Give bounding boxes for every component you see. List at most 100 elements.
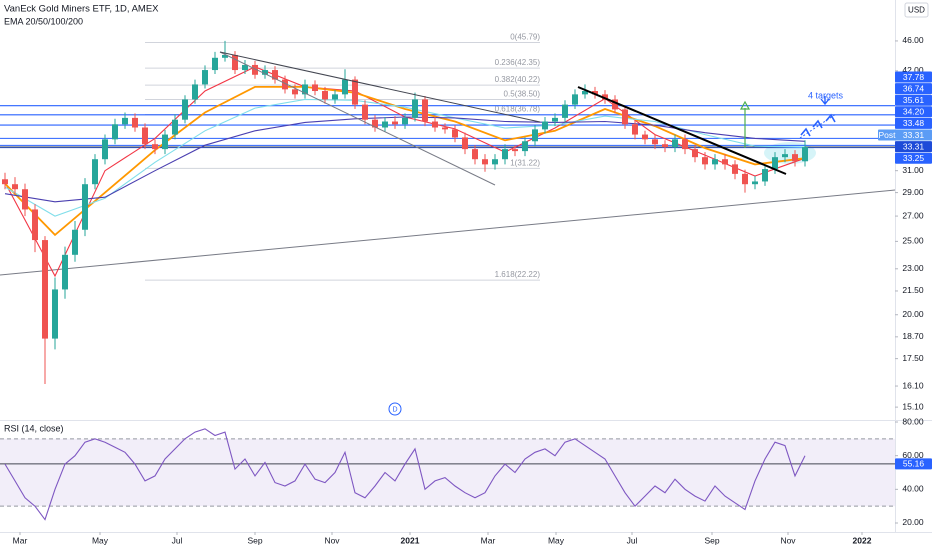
trend-line	[0, 189, 895, 276]
candle-body	[72, 229, 78, 255]
candle-body	[432, 121, 438, 128]
candle-body	[752, 181, 758, 185]
x-tick-label: Nov	[780, 535, 796, 545]
y-tick-label: 60.00	[902, 450, 924, 460]
candle-body	[522, 141, 528, 152]
target-path	[799, 113, 837, 139]
candle-body	[182, 99, 188, 120]
x-tick-label: Sep	[704, 535, 719, 545]
y-tick-label: 20.00	[902, 517, 924, 527]
candle-body	[82, 184, 88, 230]
last-price-label-box	[895, 141, 932, 153]
indicator-label: EMA 20/50/100/200	[4, 16, 83, 26]
currency-box[interactable]	[904, 2, 929, 18]
candle-body	[472, 149, 478, 160]
candle-body	[112, 124, 118, 140]
candle-body	[242, 64, 248, 71]
y-tick-label: 18.70	[902, 331, 924, 341]
rsi-band	[0, 438, 895, 507]
last-price-label: 33.31	[903, 141, 925, 151]
fib-label: 1(31.22)	[510, 158, 540, 167]
candle-body	[742, 173, 748, 185]
x-tick-label: Jul	[627, 535, 638, 545]
rsi-value-label: 55.16	[903, 459, 925, 469]
level-label: 36.74	[903, 83, 925, 93]
rsi-pane	[0, 428, 895, 521]
candle-body	[202, 70, 208, 85]
fib-label: 0.236(42.35)	[495, 58, 541, 67]
rsi-value-box	[895, 458, 932, 470]
y-tick-label: 40.00	[902, 484, 924, 494]
candle-body	[392, 121, 398, 125]
y-tick-label: 31.00	[902, 165, 924, 175]
x-tick-label: Mar	[481, 535, 496, 545]
candle-body	[792, 154, 798, 162]
rsi-title: RSI (14, close)	[4, 423, 64, 433]
candle-body	[622, 109, 628, 125]
price-pane: 0(45.79) 0.236(42.35) 0.382(40.22) 0.5(38.5…	[0, 33, 895, 385]
candle-body	[582, 91, 588, 95]
candle-body	[602, 94, 608, 100]
candle-body	[132, 117, 138, 128]
candle-body	[192, 84, 198, 100]
candle-body	[722, 159, 728, 165]
candle-body	[62, 254, 68, 290]
fib-label: 0.5(38.50)	[504, 90, 541, 99]
post-price: 33.31	[903, 130, 925, 140]
candle-body	[322, 91, 328, 100]
candle-body	[172, 119, 178, 135]
level-label-box	[895, 152, 932, 164]
fib-label: 0.382(40.22)	[495, 75, 541, 84]
candle-body	[772, 157, 778, 170]
level-label: 37.78	[903, 72, 925, 82]
fib-label: 1.618(22.22)	[495, 270, 541, 279]
candle-body	[442, 127, 448, 130]
candle-body	[162, 134, 168, 150]
y-tick-label: 25.00	[902, 236, 924, 246]
y-tick-label: 17.50	[902, 353, 924, 363]
candle-body	[2, 179, 8, 185]
fib-label: 0.618(36.78)	[495, 105, 541, 114]
y-tick-label: 15.10	[902, 401, 924, 411]
candle-body	[282, 79, 288, 90]
candle-body	[22, 189, 28, 210]
y-tick-label: 16.10	[902, 380, 924, 390]
candle-body	[632, 124, 638, 135]
candle-body	[732, 164, 738, 174]
y-tick-label: 21.50	[902, 285, 924, 295]
target-marker	[820, 96, 830, 106]
candle-body	[692, 149, 698, 158]
x-tick-label: Nov	[324, 535, 340, 545]
candle-body	[272, 70, 278, 80]
candle-body	[482, 159, 488, 165]
x-tick-label: Mar	[13, 535, 28, 545]
candle-body	[252, 64, 258, 75]
dividend-label: D	[392, 406, 397, 413]
target-chevrons	[800, 113, 836, 137]
annotation: 4 targets	[808, 90, 844, 100]
level-label: 35.61	[903, 95, 925, 105]
level-label: 33.25	[903, 153, 925, 163]
candle-body	[552, 117, 558, 122]
candle-body	[562, 104, 568, 118]
candle-body	[362, 104, 368, 120]
level-label-box	[895, 106, 932, 118]
candle-body	[372, 119, 378, 128]
candle-body	[542, 121, 548, 130]
candle-body	[382, 121, 388, 128]
candle-body	[92, 159, 98, 185]
candle-body	[682, 139, 688, 150]
post-box	[878, 129, 932, 141]
ema-line	[4, 86, 806, 237]
level-label-box	[895, 83, 932, 95]
candle-body	[612, 99, 618, 110]
level-label-box	[895, 94, 932, 106]
candle-body	[702, 157, 708, 165]
level-label-box	[895, 117, 932, 129]
level-label: 34.20	[903, 107, 925, 117]
candle-body	[262, 70, 268, 75]
